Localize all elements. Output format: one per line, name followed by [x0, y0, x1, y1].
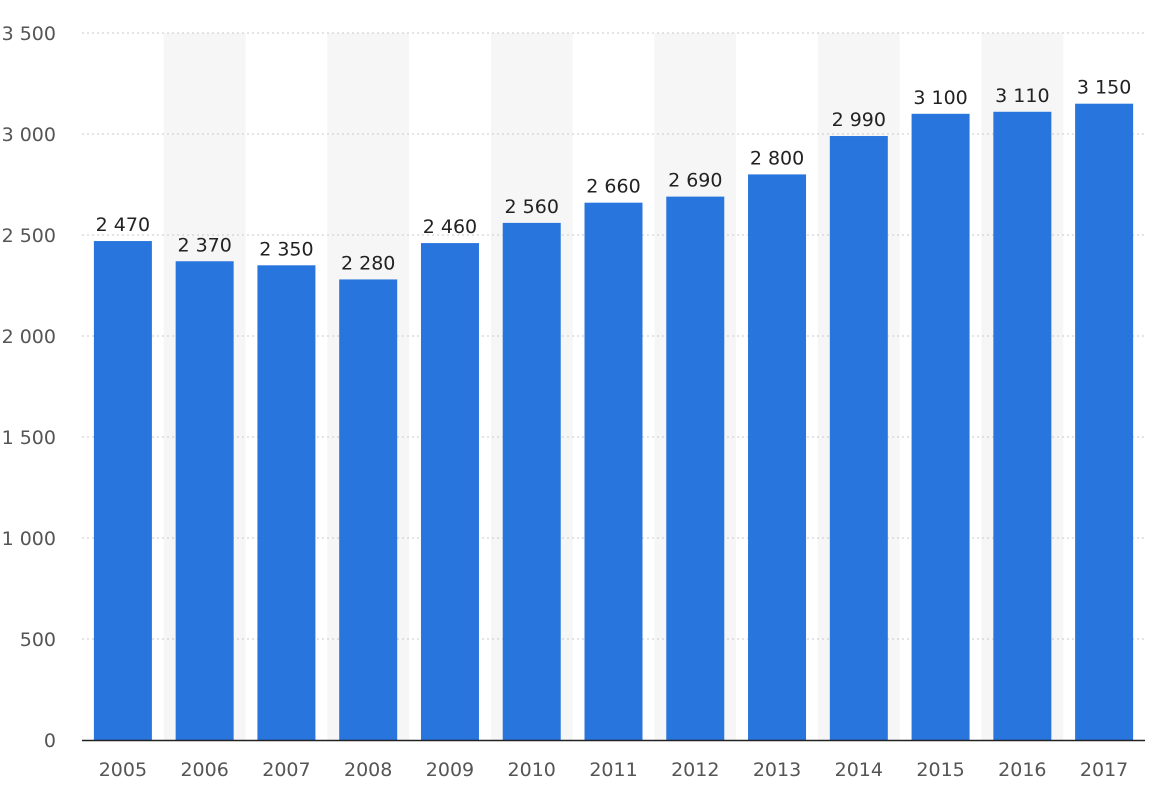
x-tick-label-2011: 2011 — [589, 759, 637, 781]
value-label-2005: 2 470 — [96, 214, 150, 236]
x-tick-label-2005: 2005 — [99, 759, 147, 781]
y-tick-label: 1 000 — [2, 528, 56, 550]
bars — [93, 103, 1134, 741]
bar-2012 — [666, 196, 725, 740]
value-label-2008: 2 280 — [341, 252, 395, 274]
value-label-2013: 2 800 — [750, 147, 804, 169]
y-tick-label: 3 000 — [2, 124, 56, 146]
bar-2005 — [93, 241, 152, 740]
value-label-2015: 3 100 — [913, 87, 967, 109]
y-axis-ticks: 0 500 1 000 1 500 2 000 2 500 3 000 3 500 — [2, 23, 56, 752]
value-label-2006: 2 370 — [177, 234, 231, 256]
bar-2010 — [502, 222, 561, 740]
bar-2011 — [584, 202, 643, 740]
value-label-2012: 2 690 — [668, 170, 722, 192]
bar-2006 — [175, 261, 234, 740]
x-tick-label-2017: 2017 — [1080, 759, 1128, 781]
y-tick-label: 2 000 — [2, 326, 56, 348]
bar-2008 — [339, 279, 398, 740]
value-label-2014: 2 990 — [832, 109, 886, 131]
bar-2009 — [420, 243, 479, 740]
x-tick-label-2012: 2012 — [671, 759, 719, 781]
y-tick-label: 0 — [44, 730, 56, 752]
bar-2017 — [1075, 103, 1134, 740]
bar-2013 — [748, 174, 807, 740]
bar-2016 — [993, 111, 1052, 740]
x-tick-label-2009: 2009 — [426, 759, 474, 781]
x-tick-label-2015: 2015 — [916, 759, 964, 781]
value-label-2017: 3 150 — [1077, 77, 1131, 99]
bar-2015 — [911, 113, 970, 741]
x-tick-label-2016: 2016 — [998, 759, 1046, 781]
x-tick-label-2008: 2008 — [344, 759, 392, 781]
x-tick-label-2013: 2013 — [753, 759, 801, 781]
value-label-2007: 2 350 — [259, 238, 313, 260]
bar-2007 — [257, 265, 316, 740]
value-labels: 2 470 2 370 2 350 2 280 2 460 2 560 2 660 2 690… — [96, 77, 1132, 275]
y-tick-label: 1 500 — [2, 427, 56, 449]
y-tick-label: 3 500 — [2, 23, 56, 45]
x-tick-label-2014: 2014 — [835, 759, 883, 781]
x-tick-label-2006: 2006 — [180, 759, 228, 781]
y-tick-label: 500 — [20, 629, 56, 651]
value-label-2009: 2 460 — [423, 216, 477, 238]
y-tick-label: 2 500 — [2, 225, 56, 247]
value-label-2016: 3 110 — [995, 85, 1049, 107]
value-label-2010: 2 560 — [505, 196, 559, 218]
x-axis-ticks: 2005 2006 2007 2008 2009 2010 2011 2012 2013 2014… — [99, 759, 1129, 781]
x-tick-label-2007: 2007 — [262, 759, 310, 781]
bar-2014 — [829, 136, 888, 740]
value-label-2011: 2 660 — [586, 176, 640, 198]
x-tick-label-2010: 2010 — [508, 759, 556, 781]
